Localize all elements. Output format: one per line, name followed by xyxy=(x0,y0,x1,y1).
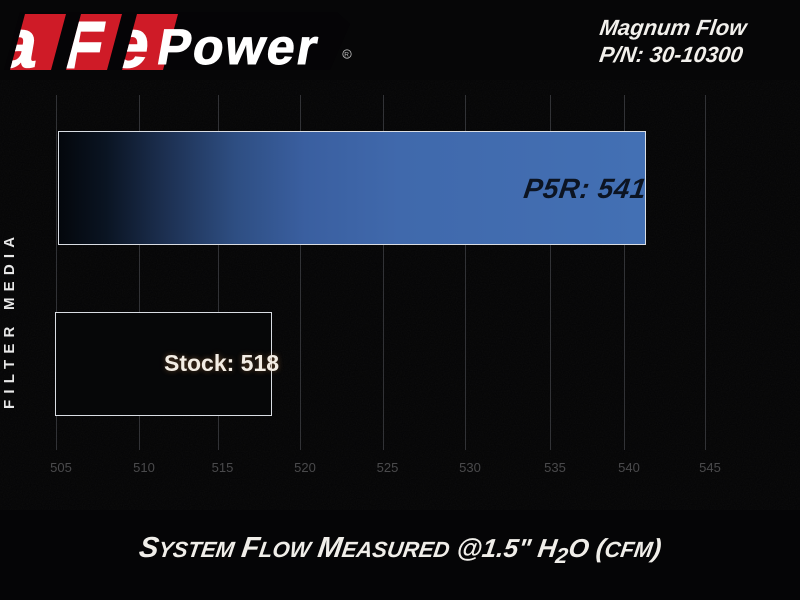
svg-text:R: R xyxy=(344,52,349,59)
svg-text:Power: Power xyxy=(153,18,324,73)
